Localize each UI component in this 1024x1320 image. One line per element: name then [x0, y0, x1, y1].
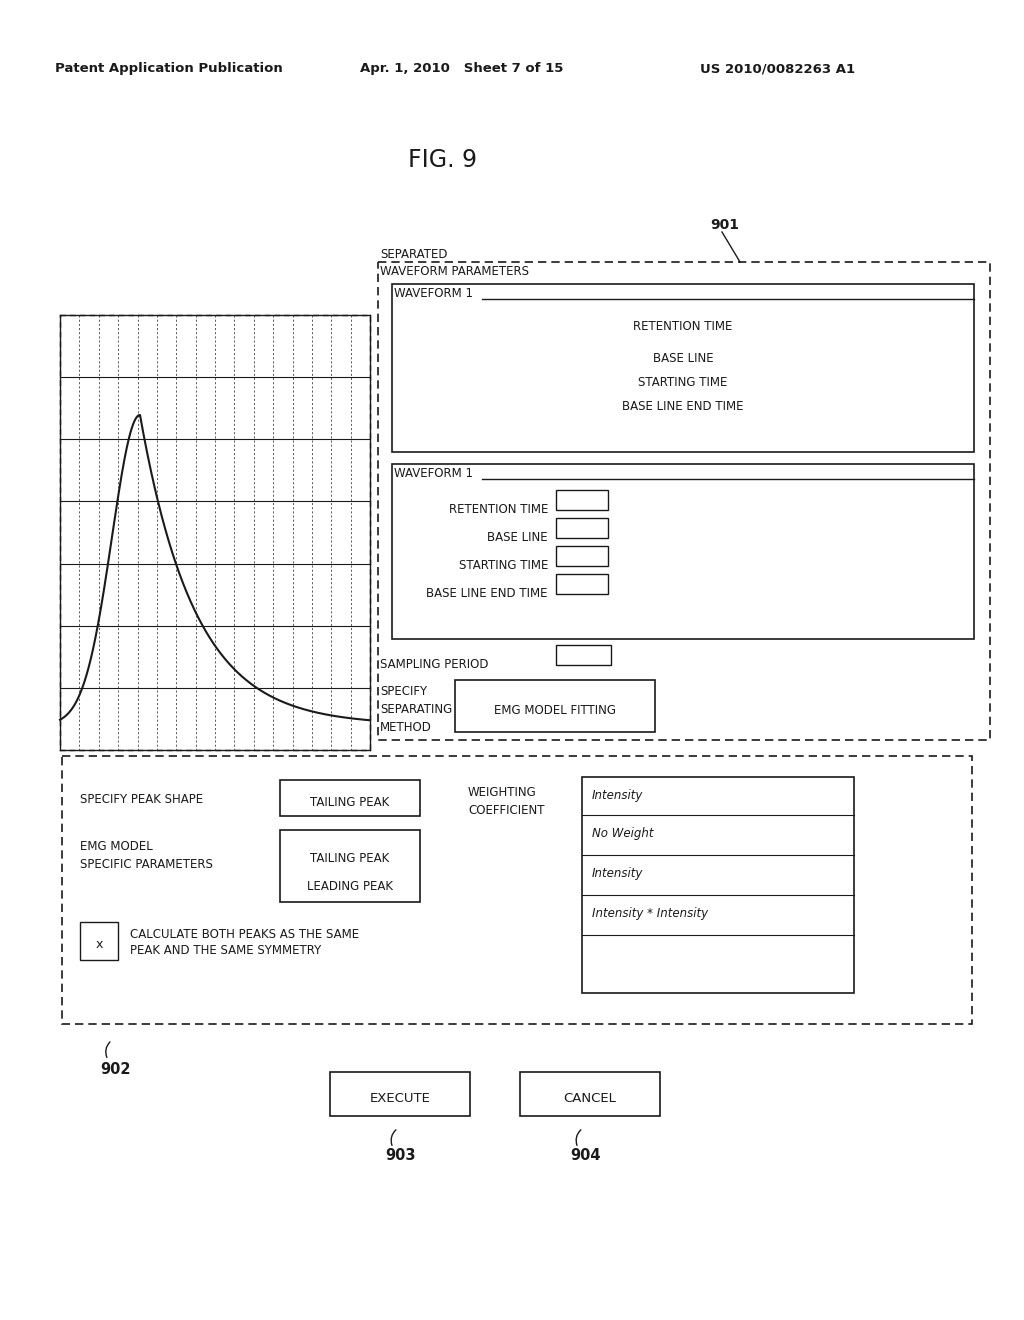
Text: No Weight: No Weight: [592, 828, 653, 840]
Bar: [280, 780, 420, 816]
Bar: [80, 921, 118, 960]
Bar: [392, 465, 974, 639]
Text: 901: 901: [710, 218, 739, 232]
Text: WAVEFORM 1: WAVEFORM 1: [394, 467, 473, 480]
Text: SEPARATING: SEPARATING: [380, 704, 453, 715]
Bar: [280, 830, 420, 902]
Bar: [60, 315, 370, 750]
Text: x: x: [95, 939, 102, 952]
Bar: [556, 574, 608, 594]
Text: LEADING PEAK: LEADING PEAK: [307, 880, 393, 894]
Text: CALCULATE BOTH PEAKS AS THE SAME: CALCULATE BOTH PEAKS AS THE SAME: [130, 928, 359, 941]
Text: COEFFICIENT: COEFFICIENT: [468, 804, 545, 817]
Text: SPECIFIC PARAMETERS: SPECIFIC PARAMETERS: [80, 858, 213, 871]
Text: 904: 904: [570, 1148, 600, 1163]
Text: FIG. 9: FIG. 9: [408, 148, 477, 172]
Text: Apr. 1, 2010   Sheet 7 of 15: Apr. 1, 2010 Sheet 7 of 15: [360, 62, 563, 75]
Text: TAILING PEAK: TAILING PEAK: [310, 796, 389, 808]
Text: SPECIFY PEAK SHAPE: SPECIFY PEAK SHAPE: [80, 793, 203, 807]
Text: EXECUTE: EXECUTE: [370, 1092, 430, 1105]
Text: STARTING TIME: STARTING TIME: [638, 376, 728, 389]
Text: Patent Application Publication: Patent Application Publication: [55, 62, 283, 75]
Text: SAMPLING PERIOD: SAMPLING PERIOD: [380, 657, 488, 671]
Text: STARTING TIME: STARTING TIME: [459, 558, 548, 572]
Text: SPECIFY: SPECIFY: [380, 685, 427, 698]
Bar: [556, 490, 608, 510]
Bar: [582, 777, 854, 993]
Text: RETENTION TIME: RETENTION TIME: [633, 319, 733, 333]
Bar: [62, 756, 972, 1024]
Bar: [455, 680, 655, 733]
Bar: [556, 645, 611, 665]
Text: METHOD: METHOD: [380, 721, 432, 734]
Text: SEPARATED: SEPARATED: [380, 248, 447, 261]
Text: BASE LINE: BASE LINE: [652, 352, 714, 366]
Bar: [520, 1072, 660, 1115]
Text: 902: 902: [100, 1063, 130, 1077]
Bar: [378, 261, 990, 741]
Text: CANCEL: CANCEL: [563, 1092, 616, 1105]
Text: WEIGHTING: WEIGHTING: [468, 785, 537, 799]
Bar: [556, 546, 608, 566]
Bar: [392, 284, 974, 451]
Text: Intensity * Intensity: Intensity * Intensity: [592, 907, 709, 920]
Bar: [556, 517, 608, 539]
Text: EMG MODEL: EMG MODEL: [80, 840, 153, 853]
Text: RETENTION TIME: RETENTION TIME: [449, 503, 548, 516]
Text: Intensity: Intensity: [592, 789, 643, 803]
Text: EMG MODEL FITTING: EMG MODEL FITTING: [494, 704, 616, 717]
Text: TAILING PEAK: TAILING PEAK: [310, 851, 389, 865]
Text: Intensity: Intensity: [592, 867, 643, 880]
Text: BASE LINE END TIME: BASE LINE END TIME: [427, 587, 548, 601]
Text: WAVEFORM 1: WAVEFORM 1: [394, 286, 473, 300]
Text: US 2010/0082263 A1: US 2010/0082263 A1: [700, 62, 855, 75]
Bar: [330, 1072, 470, 1115]
Text: 903: 903: [385, 1148, 416, 1163]
Text: PEAK AND THE SAME SYMMETRY: PEAK AND THE SAME SYMMETRY: [130, 944, 322, 957]
Text: BASE LINE END TIME: BASE LINE END TIME: [623, 400, 743, 413]
Text: BASE LINE: BASE LINE: [487, 531, 548, 544]
Text: WAVEFORM PARAMETERS: WAVEFORM PARAMETERS: [380, 265, 529, 279]
